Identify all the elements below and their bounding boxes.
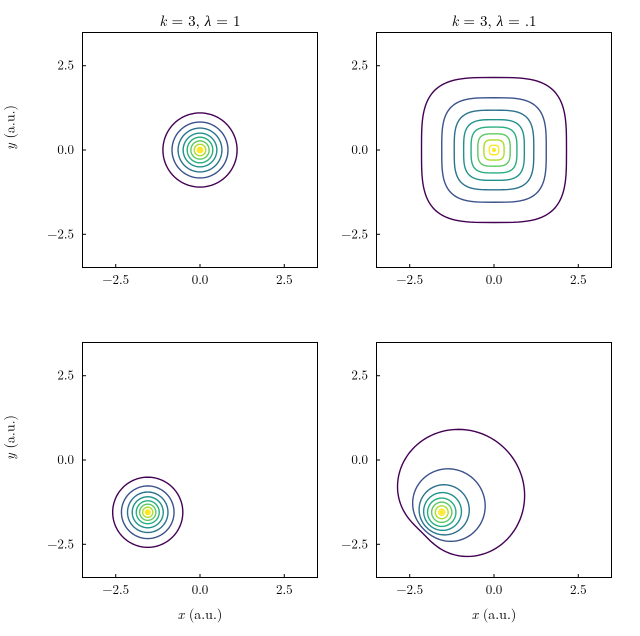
plot-area: −2.50.02.5−2.50.02.5 [82,342,318,578]
xlabel: x (a.u.) [82,604,318,624]
ytick-label: 0.0 [351,139,368,158]
xlabel-units: (a.u.) [483,604,516,624]
xtick-label: 2.5 [276,579,293,598]
xtick-label: −2.5 [396,269,423,288]
center-marker [146,510,150,514]
xtick-label: 0.0 [486,579,503,598]
xtick-label: 0.0 [192,579,209,598]
ylabel-units: (a.u.) [0,105,20,138]
ylabel-var: y [0,453,20,460]
xtick-label: 2.5 [276,269,293,288]
panel-top-left: −2.50.02.5−2.50.02.5 [82,32,318,268]
plot-area: −2.50.02.5−2.50.02.5 [376,342,612,578]
contour-group [422,78,567,223]
ytick-label: 2.5 [351,55,368,74]
xtick-label: 0.0 [192,269,209,288]
ytick-label: 0.0 [351,449,368,468]
panel-title: k = 3, λ = 1 [82,10,318,31]
ytick-label: 2.5 [57,55,74,74]
ytick-label: 0.0 [57,139,74,158]
panel-bottom-right: −2.50.02.5−2.50.02.5 [376,342,612,578]
ylabel: y (a.u.) [0,105,20,150]
xlabel-var: x [178,604,185,624]
panel-top-right: −2.50.02.5−2.50.02.5 [376,32,612,268]
plot-area: −2.50.02.5−2.50.02.5 [376,32,612,268]
ytick-label: −2.5 [47,533,74,552]
plot-area: −2.50.02.5−2.50.02.5 [82,32,318,268]
ytick-label: −2.5 [47,223,74,242]
ytick-label: 2.5 [57,365,74,384]
ytick-label: −2.5 [341,223,368,242]
contour-group [398,429,525,556]
xtick-label: 2.5 [570,579,587,598]
ylabel-var: y [0,143,20,150]
ytick-label: 0.0 [57,449,74,468]
ylabel: y (a.u.) [0,415,20,460]
center-marker [198,148,202,152]
xlabel-units: (a.u.) [189,604,222,624]
panel-bottom-left: −2.50.02.5−2.50.02.5 [82,342,318,578]
contour-ring [398,429,525,556]
xtick-label: −2.5 [102,269,129,288]
ytick-label: −2.5 [341,533,368,552]
contour-group [113,477,183,547]
panel-title: k = 3, λ = .1 [376,10,612,31]
ytick-label: 2.5 [351,365,368,384]
xtick-label: 0.0 [486,269,503,288]
axes-border [83,343,318,578]
xtick-label: −2.5 [396,579,423,598]
xtick-label: 2.5 [570,269,587,288]
xlabel-var: x [472,604,479,624]
axes-border [377,343,612,578]
ylabel-units: (a.u.) [0,415,20,448]
center-marker [440,510,444,514]
figure-root: −2.50.02.5−2.50.02.5k = 3, λ = 1y (a.u.)… [0,0,640,636]
xtick-label: −2.5 [102,579,129,598]
xlabel: x (a.u.) [376,604,612,624]
center-marker [492,148,496,152]
contour-group [163,113,237,187]
